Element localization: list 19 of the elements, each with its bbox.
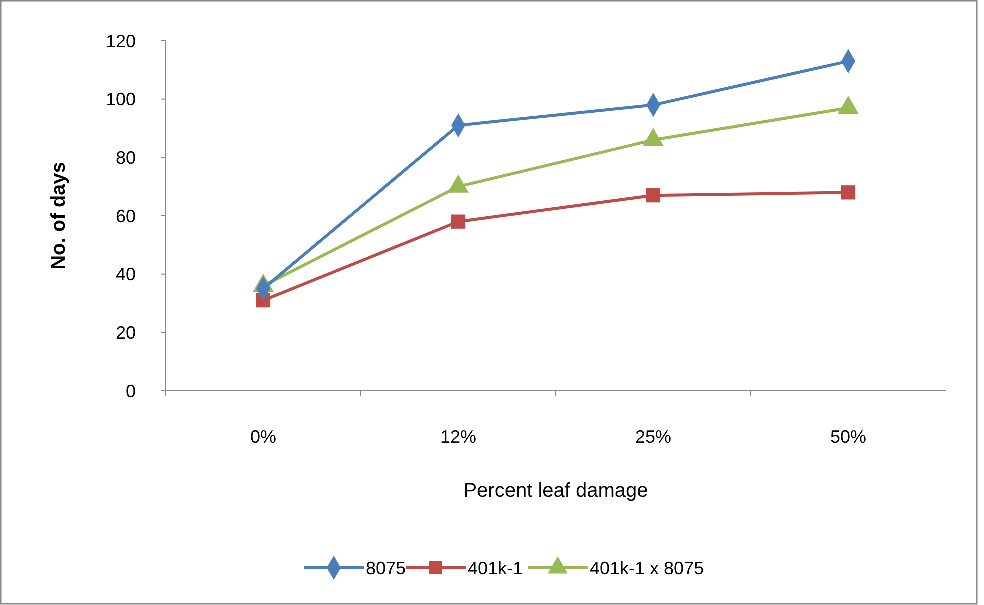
- legend-label: 8075: [366, 558, 406, 578]
- point: [451, 214, 466, 229]
- y-tick-label: 60: [116, 206, 136, 226]
- legend-label: 401k-1: [468, 558, 524, 578]
- y-tick-label: 120: [106, 31, 136, 52]
- y-tick-label: 100: [106, 90, 136, 110]
- y-tick-label: 0: [126, 381, 136, 402]
- x-tick-label: 25%: [635, 427, 672, 447]
- y-tick-label: 20: [116, 322, 136, 343]
- point: [646, 188, 661, 203]
- legend-label: 401k-1 x 8075: [590, 558, 704, 578]
- x-axis-title: Percent leaf damage: [464, 480, 648, 502]
- y-axis-title: No. of days: [48, 162, 70, 270]
- y-tick-label: 40: [116, 264, 136, 285]
- point: [841, 186, 856, 200]
- y-tick-label: 80: [116, 148, 136, 168]
- x-tick-label: 0%: [250, 427, 277, 447]
- x-tick-label: 12%: [440, 427, 477, 447]
- x-tick-label: 50%: [830, 427, 867, 447]
